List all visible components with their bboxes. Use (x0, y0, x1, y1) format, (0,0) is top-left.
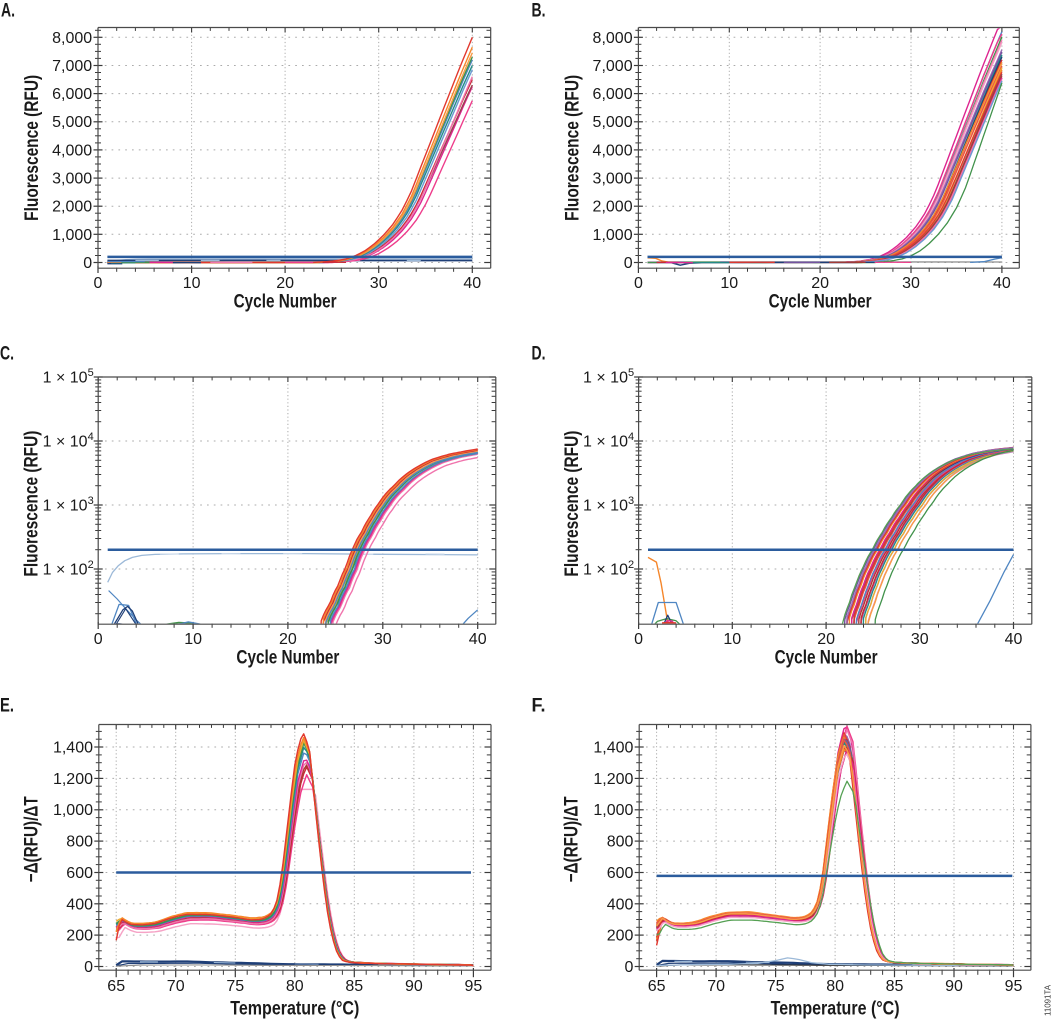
svg-text:0: 0 (94, 275, 103, 292)
svg-text:1 × 104: 1 × 104 (43, 431, 94, 451)
svg-text:1,000: 1,000 (593, 227, 633, 244)
svg-text:0: 0 (84, 959, 93, 976)
svg-text:70: 70 (707, 978, 725, 995)
svg-text:3,000: 3,000 (52, 171, 92, 188)
svg-text:Fluorescence (RFU): Fluorescence (RFU) (22, 75, 43, 221)
svg-text:95: 95 (1005, 978, 1023, 995)
svg-text:6,000: 6,000 (593, 86, 633, 103)
svg-text:1,000: 1,000 (52, 227, 92, 244)
svg-text:600: 600 (66, 865, 93, 882)
svg-text:Temperature (°C): Temperature (°C) (771, 999, 900, 1020)
svg-text:40: 40 (463, 275, 481, 292)
svg-text:85: 85 (345, 978, 363, 995)
svg-text:Fluorescence (RFU): Fluorescence (RFU) (562, 75, 583, 221)
svg-text:1,200: 1,200 (593, 771, 633, 788)
svg-text:1 × 105: 1 × 105 (583, 367, 634, 387)
svg-text:20: 20 (276, 275, 294, 292)
svg-text:Cycle Number: Cycle Number (769, 292, 872, 313)
svg-text:1,400: 1,400 (593, 740, 633, 757)
svg-text:400: 400 (607, 896, 634, 913)
svg-text:65: 65 (648, 978, 666, 995)
svg-text:5,000: 5,000 (52, 114, 92, 131)
svg-text:40: 40 (469, 631, 487, 648)
svg-text:0: 0 (624, 959, 633, 976)
svg-text:1 × 105: 1 × 105 (43, 367, 94, 387)
svg-text:1 × 102: 1 × 102 (43, 559, 94, 579)
svg-text:95: 95 (465, 978, 483, 995)
svg-text:1 × 102: 1 × 102 (583, 559, 634, 579)
svg-text:75: 75 (226, 978, 244, 995)
svg-text:Cycle Number: Cycle Number (775, 647, 878, 668)
svg-text:2,000: 2,000 (52, 199, 92, 216)
svg-text:1,400: 1,400 (53, 740, 93, 757)
svg-text:600: 600 (607, 865, 634, 882)
svg-text:40: 40 (993, 275, 1011, 292)
svg-text:F.: F. (532, 695, 546, 717)
svg-text:Fluorescence (RFU): Fluorescence (RFU) (22, 431, 43, 577)
svg-text:4,000: 4,000 (52, 142, 92, 159)
svg-text:6,000: 6,000 (52, 86, 92, 103)
svg-text:7,000: 7,000 (52, 58, 92, 75)
svg-text:−Δ(RFU)/ΔT: −Δ(RFU)/ΔT (562, 796, 583, 882)
svg-text:800: 800 (607, 834, 634, 851)
svg-text:20: 20 (279, 631, 297, 648)
svg-text:Cycle Number: Cycle Number (234, 292, 337, 313)
svg-text:85: 85 (886, 978, 904, 995)
svg-text:0: 0 (94, 631, 103, 648)
svg-text:1 × 103: 1 × 103 (583, 495, 634, 515)
svg-text:1 × 103: 1 × 103 (43, 495, 94, 515)
svg-text:1,200: 1,200 (53, 771, 93, 788)
svg-text:90: 90 (405, 978, 423, 995)
svg-text:10: 10 (720, 275, 738, 292)
svg-text:10: 10 (723, 631, 741, 648)
svg-text:2,000: 2,000 (593, 199, 633, 216)
svg-text:1 × 104: 1 × 104 (583, 431, 634, 451)
svg-text:40: 40 (1005, 631, 1023, 648)
svg-text:3,000: 3,000 (593, 171, 633, 188)
svg-text:0: 0 (634, 275, 643, 292)
svg-text:10: 10 (184, 631, 202, 648)
svg-text:200: 200 (607, 928, 634, 945)
svg-text:E.: E. (0, 695, 14, 717)
svg-text:7,000: 7,000 (593, 58, 633, 75)
svg-text:0: 0 (83, 255, 92, 272)
svg-text:5,000: 5,000 (593, 114, 633, 131)
svg-text:Fluorescence (RFU): Fluorescence (RFU) (562, 431, 583, 577)
svg-text:8,000: 8,000 (52, 30, 92, 47)
svg-text:30: 30 (374, 631, 392, 648)
svg-text:90: 90 (945, 978, 963, 995)
svg-text:200: 200 (66, 928, 93, 945)
svg-text:1,000: 1,000 (593, 802, 633, 819)
svg-text:A.: A. (1, 0, 15, 22)
svg-text:800: 800 (66, 834, 93, 851)
svg-text:20: 20 (811, 275, 829, 292)
svg-text:11091TA: 11091TA (1043, 985, 1053, 1016)
svg-text:4,000: 4,000 (593, 142, 633, 159)
svg-text:30: 30 (902, 275, 920, 292)
svg-text:D.: D. (532, 343, 546, 365)
svg-text:80: 80 (826, 978, 844, 995)
svg-text:C.: C. (0, 343, 14, 365)
svg-text:0: 0 (634, 631, 643, 648)
svg-text:65: 65 (107, 978, 125, 995)
svg-text:400: 400 (66, 896, 93, 913)
svg-text:75: 75 (767, 978, 785, 995)
svg-text:Cycle Number: Cycle Number (236, 647, 339, 668)
svg-text:30: 30 (370, 275, 388, 292)
svg-text:30: 30 (911, 631, 929, 648)
svg-text:0: 0 (624, 255, 633, 272)
svg-text:20: 20 (817, 631, 835, 648)
svg-text:−Δ(RFU)/ΔT: −Δ(RFU)/ΔT (21, 796, 42, 882)
svg-text:Temperature (°C): Temperature (°C) (230, 999, 359, 1020)
svg-text:70: 70 (167, 978, 185, 995)
svg-text:10: 10 (183, 275, 201, 292)
svg-text:80: 80 (286, 978, 304, 995)
svg-text:B.: B. (532, 0, 546, 22)
svg-text:1,000: 1,000 (53, 802, 93, 819)
svg-text:8,000: 8,000 (593, 30, 633, 47)
